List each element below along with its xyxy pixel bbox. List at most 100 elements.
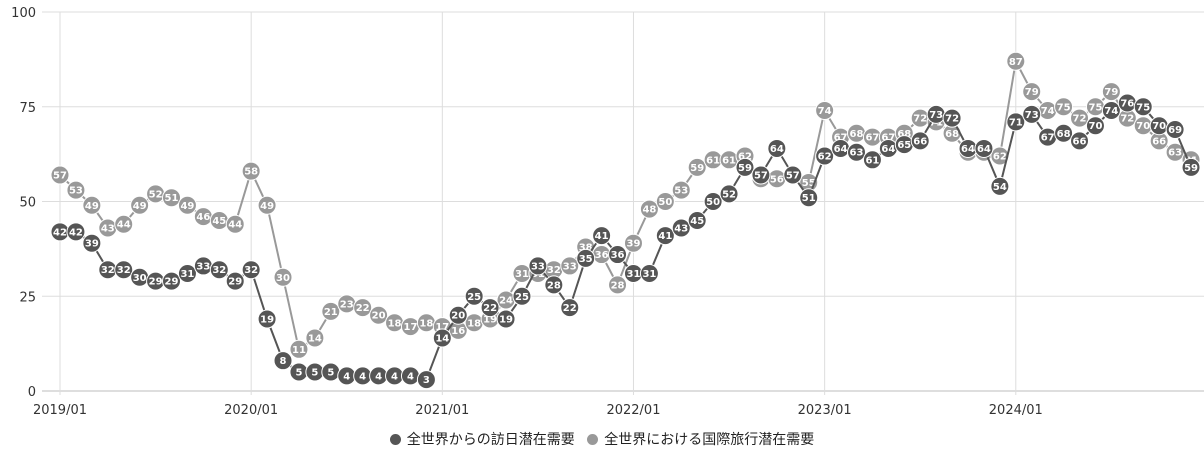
data-label: 73 xyxy=(929,110,943,121)
data-point xyxy=(50,165,70,185)
data-label: 38 xyxy=(579,242,593,253)
data-label: 66 xyxy=(1152,136,1166,147)
data-label: 58 xyxy=(244,167,258,178)
data-label: 74 xyxy=(818,106,832,117)
data-point xyxy=(671,180,691,200)
data-label: 62 xyxy=(738,152,752,163)
data-label: 50 xyxy=(706,197,720,208)
data-label: 31 xyxy=(180,269,194,280)
data-point xyxy=(1054,97,1074,117)
data-point xyxy=(703,192,723,211)
x-tick-label: 2022/01 xyxy=(606,403,660,418)
data-label: 44 xyxy=(117,220,131,231)
data-label: 29 xyxy=(228,277,242,288)
data-label: 4 xyxy=(375,371,382,382)
data-point xyxy=(512,286,532,306)
data-point xyxy=(735,157,755,177)
data-label: 68 xyxy=(850,129,864,140)
data-label: 57 xyxy=(786,170,800,181)
data-label: 72 xyxy=(913,114,927,125)
data-label: 21 xyxy=(324,307,338,318)
data-label: 61 xyxy=(722,155,736,166)
data-label: 19 xyxy=(260,314,274,325)
legend-label-inbound: 全世界からの訪日潜在需要 xyxy=(406,432,575,448)
data-label: 36 xyxy=(611,250,625,261)
data-label: 33 xyxy=(563,261,577,272)
data-label: 68 xyxy=(1057,129,1071,140)
data-label: 29 xyxy=(165,277,179,288)
data-label: 43 xyxy=(101,224,115,235)
data-label: 11 xyxy=(292,345,306,356)
data-label: 30 xyxy=(276,273,290,284)
data-point xyxy=(225,214,245,234)
x-tick-label: 2021/01 xyxy=(415,403,469,418)
data-label: 57 xyxy=(53,170,67,181)
data-label: 49 xyxy=(133,201,147,212)
data-point xyxy=(209,260,229,280)
data-label: 4 xyxy=(343,371,350,382)
data-label: 32 xyxy=(117,265,131,276)
y-tick-label: 75 xyxy=(19,101,36,116)
data-label: 46 xyxy=(196,212,210,223)
data-label: 41 xyxy=(658,231,672,242)
data-label: 76 xyxy=(1120,98,1134,109)
data-label: 65 xyxy=(897,140,911,151)
data-label: 16 xyxy=(451,326,465,337)
data-point xyxy=(655,192,675,211)
data-label: 62 xyxy=(993,152,1007,163)
data-point xyxy=(1133,97,1153,117)
data-point xyxy=(273,267,293,287)
data-label: 67 xyxy=(1041,133,1055,144)
data-label: 32 xyxy=(547,265,561,276)
data-label: 17 xyxy=(403,322,417,333)
data-point xyxy=(273,351,293,371)
data-label: 20 xyxy=(372,311,386,322)
data-point xyxy=(751,165,771,185)
data-label: 35 xyxy=(579,254,593,265)
x-tick-label: 2019/01 xyxy=(33,403,87,418)
data-label: 31 xyxy=(515,269,529,280)
data-point xyxy=(862,150,882,170)
data-label: 61 xyxy=(706,155,720,166)
data-point xyxy=(432,328,452,348)
data-label: 48 xyxy=(642,205,656,216)
data-label: 22 xyxy=(563,303,577,314)
data-label: 52 xyxy=(722,189,736,200)
data-point xyxy=(942,108,962,128)
data-point xyxy=(114,260,134,280)
data-label: 33 xyxy=(531,261,545,272)
data-label: 19 xyxy=(483,314,497,325)
data-point xyxy=(1022,82,1042,102)
data-label: 51 xyxy=(165,193,179,204)
data-point xyxy=(783,165,803,185)
data-label: 63 xyxy=(1168,148,1182,159)
data-label: 62 xyxy=(818,152,832,163)
data-point xyxy=(496,309,516,329)
data-label: 25 xyxy=(467,292,481,303)
data-point xyxy=(1022,104,1042,124)
data-label: 87 xyxy=(1009,57,1023,68)
data-label: 24 xyxy=(499,296,513,307)
data-label: 33 xyxy=(196,261,210,272)
legend-marker-global xyxy=(587,434,599,445)
x-axis: 2019/01 2020/01 2021/01 2022/01 2023/01 2024/… xyxy=(33,403,1043,418)
data-point xyxy=(687,210,707,230)
data-point xyxy=(464,286,484,306)
data-point xyxy=(353,298,373,318)
data-point xyxy=(480,298,500,318)
data-point xyxy=(1006,112,1026,132)
data-label: 75 xyxy=(1057,102,1071,113)
data-label: 72 xyxy=(1073,114,1087,125)
data-label: 59 xyxy=(690,163,704,174)
data-point xyxy=(162,271,182,291)
legend: 全世界からの訪日潜在需要 全世界における国際旅行潜在需要 xyxy=(0,429,1204,449)
x-tick-label: 2024/01 xyxy=(989,403,1043,418)
data-label: 54 xyxy=(993,182,1007,193)
data-label: 50 xyxy=(658,197,672,208)
data-label: 49 xyxy=(85,201,99,212)
data-point xyxy=(1085,116,1105,136)
data-label: 69 xyxy=(1168,125,1182,136)
data-label: 31 xyxy=(627,269,641,280)
data-label: 19 xyxy=(499,314,513,325)
